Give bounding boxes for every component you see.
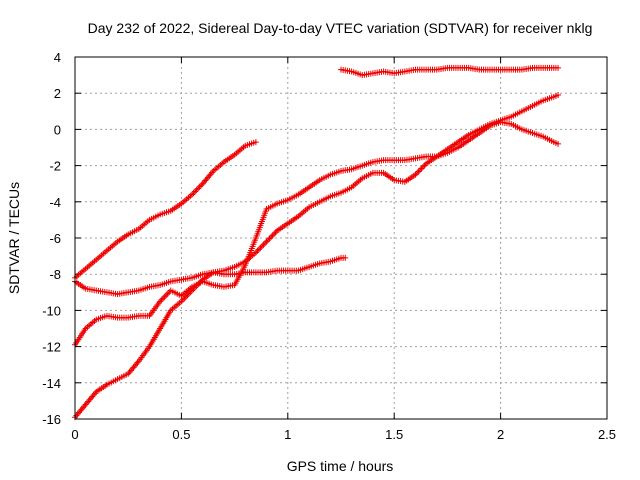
series-track-5 xyxy=(338,64,562,79)
x-tick-label: 2 xyxy=(497,427,504,442)
series-track-3 xyxy=(72,119,562,348)
plot-frame xyxy=(74,56,608,420)
y-tick-label: 2 xyxy=(54,86,61,101)
y-tick-label: -2 xyxy=(49,159,61,174)
data-point-marker xyxy=(555,64,562,71)
y-tick-label: -10 xyxy=(42,303,61,318)
series-line xyxy=(74,121,559,346)
series-track-4 xyxy=(72,92,562,421)
x-tick-label: 1 xyxy=(284,427,291,442)
y-tick-label: -16 xyxy=(42,412,61,427)
x-axis-label: GPS time / hours xyxy=(287,458,394,474)
y-tick-label: -8 xyxy=(49,267,61,282)
data-point-marker xyxy=(555,92,562,99)
x-tick-label: 2.5 xyxy=(598,427,616,442)
y-axis-label: SDTVAR / TECUs xyxy=(6,182,22,294)
y-tick-label: 0 xyxy=(54,122,61,137)
series-track-1 xyxy=(72,139,259,281)
y-tick-label: -12 xyxy=(42,340,61,355)
chart-title: Day 232 of 2022, Sidereal Day-to-day VTE… xyxy=(88,20,593,36)
grid xyxy=(75,57,607,419)
y-tick-label: 4 xyxy=(54,50,61,65)
data-point-marker xyxy=(555,140,562,147)
data-point-marker xyxy=(342,254,349,261)
y-tick-label: -14 xyxy=(42,376,61,391)
series-line xyxy=(74,94,559,418)
y-tick-label: -6 xyxy=(49,231,61,246)
series-line xyxy=(74,141,257,279)
y-tick-label: -4 xyxy=(49,195,61,210)
x-tick-label: 1.5 xyxy=(385,427,403,442)
plot-area xyxy=(72,64,562,421)
x-tick-label: 0.5 xyxy=(172,427,190,442)
data-point-marker xyxy=(252,139,259,146)
x-tick-label: 0 xyxy=(71,427,78,442)
